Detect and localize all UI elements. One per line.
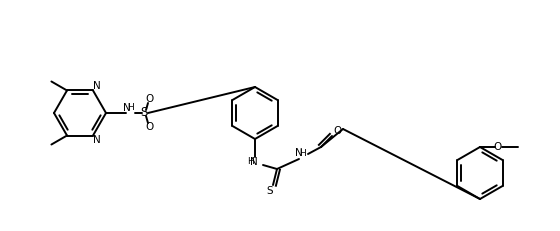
- Text: N: N: [295, 148, 303, 158]
- Text: O: O: [494, 142, 502, 152]
- Text: S: S: [267, 186, 273, 196]
- Text: O: O: [333, 126, 341, 136]
- Text: N: N: [123, 103, 131, 113]
- Text: O: O: [146, 94, 154, 104]
- Text: N: N: [250, 157, 258, 167]
- Text: H: H: [127, 103, 133, 112]
- Text: N: N: [93, 134, 101, 145]
- Text: N: N: [93, 82, 101, 91]
- Text: S: S: [141, 106, 148, 119]
- Text: O: O: [146, 122, 154, 132]
- Text: H: H: [246, 158, 253, 167]
- Text: H: H: [298, 149, 305, 158]
